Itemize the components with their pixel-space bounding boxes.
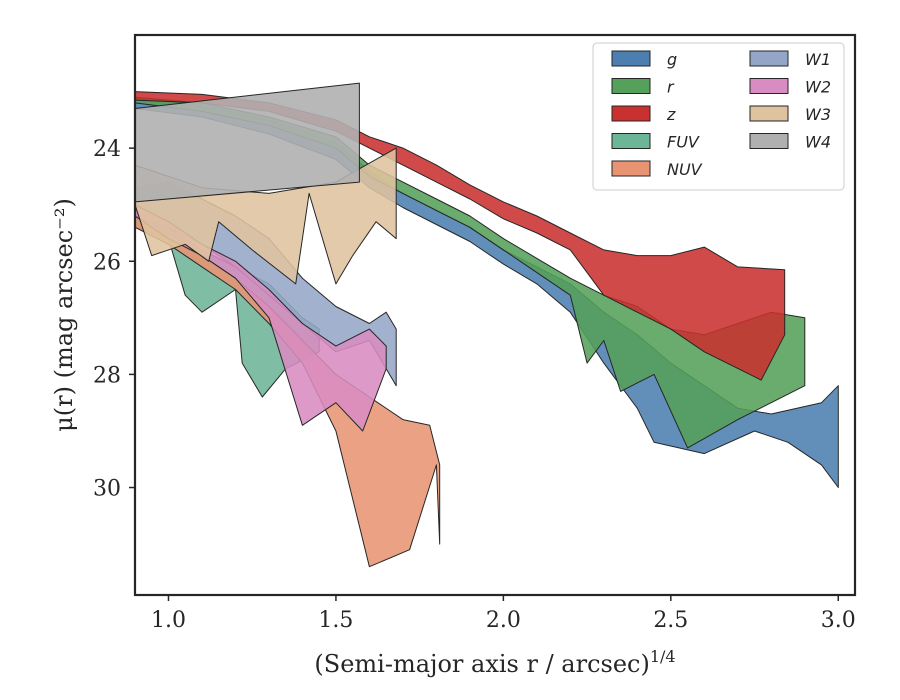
legend-swatch-z <box>611 105 651 122</box>
x-tick-label: 3.0 <box>821 608 856 633</box>
legend-swatch-w4 <box>749 133 789 149</box>
x-tick-label: 2.0 <box>486 608 521 633</box>
x-axis-label-exponent: 1/4 <box>650 647 676 666</box>
legend-swatch-r <box>611 78 651 94</box>
legend-label-w2: W2 <box>805 78 831 97</box>
legend-label-g: g <box>667 50 677 69</box>
legend-swatch-fuv <box>611 133 651 149</box>
legend-swatch-w3 <box>749 105 789 122</box>
x-axis-label: (Semi-major axis r / arcsec)1/4 <box>314 647 675 678</box>
x-tick-label: 2.5 <box>653 608 688 633</box>
x-tick-label: 1.5 <box>318 608 353 633</box>
y-tick-label: 24 <box>93 137 121 162</box>
series-bands <box>134 82 839 568</box>
legend: grz FUV NUV W1 W2 W3 W4 <box>592 42 845 191</box>
axis-ticks: 1.0 1.5 2.0 2.5 3.0 24 26 28 30 <box>93 137 856 633</box>
legend-swatch-nuv <box>611 160 651 177</box>
plot-frame <box>133 33 857 597</box>
legend-label-nuv: NUV <box>667 160 703 179</box>
y-tick-label: 26 <box>93 250 121 275</box>
legend-swatch-g <box>611 50 651 67</box>
legend-label-z: z <box>666 105 676 124</box>
legend-label-w1: W1 <box>805 50 831 69</box>
series-band-r <box>134 96 806 449</box>
y-tick-label: 30 <box>93 477 121 502</box>
legend-label-w3: W3 <box>805 105 831 124</box>
y-tick-label: 28 <box>93 363 121 388</box>
legend-label-r: r <box>667 78 675 97</box>
y-axis-label: μ(r) (mag arcsec⁻²) <box>50 198 78 432</box>
x-tick-label: 1.0 <box>151 608 186 633</box>
legend-label-fuv: FUV <box>667 133 700 152</box>
legend-swatch-w1 <box>749 50 789 67</box>
legend-swatch-w2 <box>749 78 789 94</box>
legend-label-w4: W4 <box>805 133 831 152</box>
